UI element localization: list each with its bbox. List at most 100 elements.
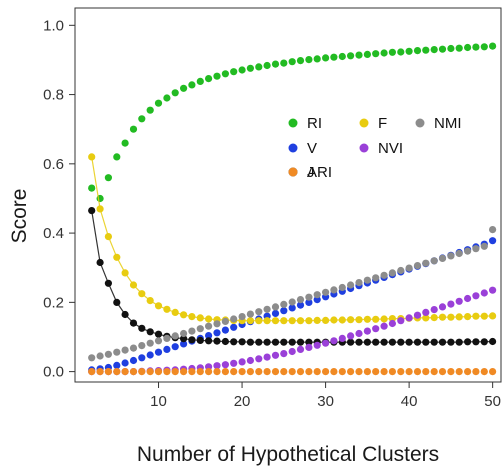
point-j	[205, 337, 213, 345]
point-nmi	[355, 279, 363, 287]
point-j	[455, 338, 463, 346]
point-ari	[464, 368, 472, 376]
legend-label-ri: RI	[307, 115, 322, 132]
point-ri	[330, 53, 338, 61]
point-nmi	[305, 293, 313, 301]
point-nvi	[271, 351, 280, 359]
legend-marker-nmi	[415, 118, 425, 128]
point-j	[464, 338, 472, 346]
point-ari	[230, 368, 238, 376]
point-j	[372, 338, 380, 346]
point-nvi	[489, 286, 497, 294]
point-nmi	[455, 249, 463, 258]
point-j	[489, 337, 497, 346]
point-ari	[480, 368, 488, 376]
point-f	[280, 317, 288, 325]
point-ari	[238, 368, 246, 376]
point-nmi	[113, 348, 121, 356]
point-j	[121, 310, 129, 319]
point-ari	[138, 368, 146, 376]
point-v	[146, 351, 154, 359]
point-nmi	[280, 300, 288, 308]
point-ri	[372, 50, 380, 58]
point-j	[405, 338, 413, 346]
point-v	[489, 237, 497, 245]
point-nmi	[154, 337, 163, 345]
point-f	[322, 316, 330, 324]
point-nvi	[322, 339, 330, 347]
y-tick-label: 0.0	[43, 364, 64, 381]
point-ri	[104, 174, 112, 182]
y-tick-label: 0.2	[43, 294, 64, 311]
point-nmi	[413, 262, 422, 270]
point-nvi	[447, 300, 455, 308]
point-ari	[422, 368, 430, 376]
point-ri	[146, 106, 154, 114]
point-j	[113, 298, 121, 306]
point-nmi	[397, 266, 405, 275]
point-v	[171, 343, 179, 351]
point-ri	[196, 77, 204, 85]
point-nmi	[363, 276, 371, 284]
point-v	[305, 298, 313, 306]
point-j	[347, 338, 355, 346]
legend-label-ari: ARI	[307, 164, 332, 181]
point-ari	[263, 368, 271, 376]
point-ri	[489, 42, 497, 50]
point-j	[413, 338, 422, 346]
point-nvi	[330, 337, 338, 345]
point-ari	[305, 368, 313, 376]
point-f	[171, 308, 179, 316]
point-v	[230, 323, 238, 331]
point-f	[104, 233, 112, 241]
point-j	[305, 338, 313, 346]
point-nvi	[305, 343, 313, 351]
point-j	[388, 338, 396, 346]
point-j	[263, 338, 271, 346]
point-nmi	[96, 352, 104, 360]
series-ari	[88, 368, 497, 376]
point-v	[213, 329, 221, 337]
point-f	[472, 312, 480, 320]
y-tick-label: 1.0	[43, 17, 64, 34]
point-v	[180, 340, 188, 348]
point-v	[288, 304, 296, 312]
point-nmi	[438, 254, 447, 262]
point-f	[129, 281, 138, 289]
point-ari	[146, 368, 154, 376]
point-j	[129, 319, 138, 327]
point-f	[188, 313, 196, 321]
point-j	[363, 338, 371, 346]
legend-label-v: V	[307, 140, 317, 157]
point-ri	[129, 125, 138, 133]
point-nmi	[121, 346, 129, 354]
point-nmi	[180, 329, 188, 338]
point-ari	[213, 368, 221, 376]
point-j	[196, 336, 204, 344]
point-ari	[104, 368, 112, 376]
point-nvi	[288, 347, 296, 356]
point-v	[154, 348, 163, 356]
point-nmi	[255, 308, 263, 316]
point-j	[422, 338, 430, 346]
point-nmi	[213, 320, 221, 328]
point-ri	[405, 47, 413, 55]
point-nvi	[480, 289, 488, 297]
point-nvi	[397, 317, 405, 325]
point-f	[113, 253, 121, 261]
point-ari	[96, 368, 104, 376]
point-ri	[305, 56, 313, 64]
point-ari	[413, 368, 422, 376]
point-nmi	[322, 288, 330, 296]
point-nmi	[171, 332, 179, 340]
point-j	[221, 337, 229, 346]
point-nmi	[263, 305, 271, 313]
point-ri	[213, 72, 221, 80]
point-j	[280, 338, 288, 346]
point-f	[438, 313, 447, 321]
point-nmi	[430, 257, 438, 265]
point-ari	[180, 368, 188, 376]
point-nvi	[230, 359, 238, 367]
